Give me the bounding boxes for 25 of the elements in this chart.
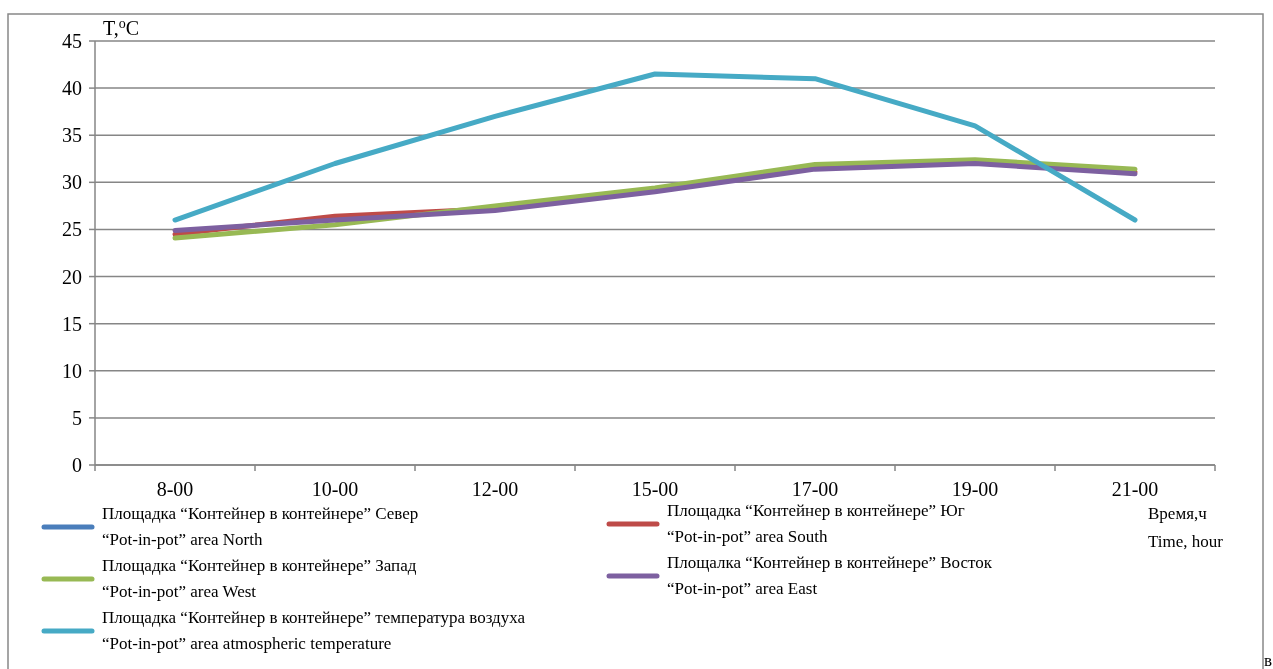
y-tick-label: 0 bbox=[72, 454, 82, 476]
x-tick-label: 8-00 bbox=[156, 478, 194, 500]
legend-label: Площадка “Контейнер в контейнере” Запад “Pot-in-pot” area West bbox=[102, 556, 417, 601]
x-tick-label: 21-00 bbox=[1111, 478, 1159, 500]
x-tick-label: 15-00 bbox=[631, 478, 679, 500]
legend-label: Площадка “Контейнер в контейнере” Юг “Pot-in-pot” area South bbox=[667, 501, 965, 546]
y-tick-label: 20 bbox=[62, 265, 82, 288]
legend-label: Площадка “Контейнер в контейнере” Север “Pot-in-pot” area North bbox=[102, 504, 419, 549]
y-tick-label: 35 bbox=[62, 124, 82, 147]
y-axis-title: T,$^{o}$C bbox=[103, 15, 140, 39]
x-tick-label: 17-00 bbox=[791, 478, 839, 500]
y-tick-label: 30 bbox=[62, 171, 82, 194]
text: в bbox=[1264, 651, 1273, 669]
y-tick-label: 10 bbox=[62, 359, 82, 382]
y-tick-label: 40 bbox=[62, 77, 82, 100]
legend-label: Площадка “Контейнер в контейнере” температура воздуха “Pot-in-pot” area atmospheric temperature bbox=[102, 608, 526, 653]
x-tick-label: 19-00 bbox=[951, 478, 999, 500]
y-tick-label: 25 bbox=[62, 218, 82, 241]
legend-label: Площалка “Контейнер в контейнере” Восток “Pot-in-pot” area East bbox=[667, 553, 993, 598]
x-tick-label: 12-00 bbox=[471, 478, 519, 500]
y-tick-label: 45 bbox=[62, 30, 82, 52]
x-axis-title: Время,ч Time, hour bbox=[1148, 504, 1224, 551]
y-tick-label: 5 bbox=[72, 406, 82, 429]
x-tick-label: 10-00 bbox=[311, 478, 359, 500]
y-tick-label: 15 bbox=[62, 312, 82, 335]
